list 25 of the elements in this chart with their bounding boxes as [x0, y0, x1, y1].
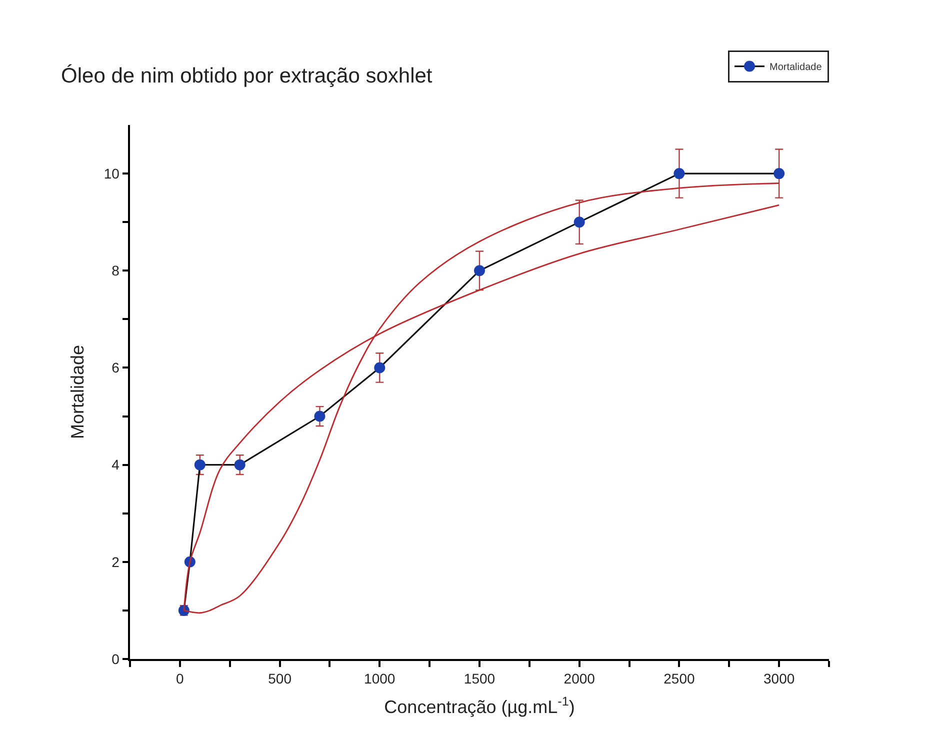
y-axis-title: Mortalidade [68, 344, 88, 440]
point [314, 410, 326, 422]
y-tick-label: 2 [112, 554, 120, 570]
legend-label: Mortalidade [770, 62, 822, 74]
x-tick-label: 3000 [763, 670, 795, 687]
x-tick-label: 2000 [564, 670, 596, 687]
point [234, 459, 246, 470]
point [574, 216, 585, 228]
point [474, 265, 485, 276]
x-tick-label: 1500 [464, 670, 496, 687]
y-tick-label: 8 [112, 262, 120, 279]
y-tick-label: 0 [112, 650, 120, 667]
point [194, 459, 206, 470]
point [774, 168, 785, 180]
chart-title: Óleo de nim obtido por extração soxhlet [61, 63, 432, 88]
y-tick-label: 4 [112, 456, 120, 473]
y-tick-label: 6 [112, 360, 120, 376]
point [674, 168, 685, 180]
point [374, 362, 386, 374]
x-tick-label: 500 [268, 670, 292, 687]
x-tick-label: 1000 [364, 670, 396, 687]
x-tick-label: 0 [176, 670, 184, 687]
x-tick-label: 2500 [664, 670, 695, 687]
x-axis-title: Concentração (µg.mL$^{-1}$) [384, 694, 575, 718]
y-tick-label: 10 [104, 165, 120, 182]
